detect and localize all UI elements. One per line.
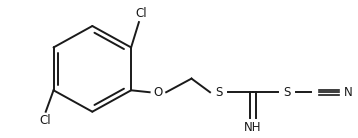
Text: Cl: Cl (39, 114, 50, 127)
Text: S: S (215, 86, 222, 99)
Text: O: O (154, 86, 163, 99)
Text: Cl: Cl (135, 7, 147, 20)
Text: N: N (344, 86, 353, 99)
Text: S: S (283, 86, 291, 99)
Text: NH: NH (244, 121, 262, 134)
